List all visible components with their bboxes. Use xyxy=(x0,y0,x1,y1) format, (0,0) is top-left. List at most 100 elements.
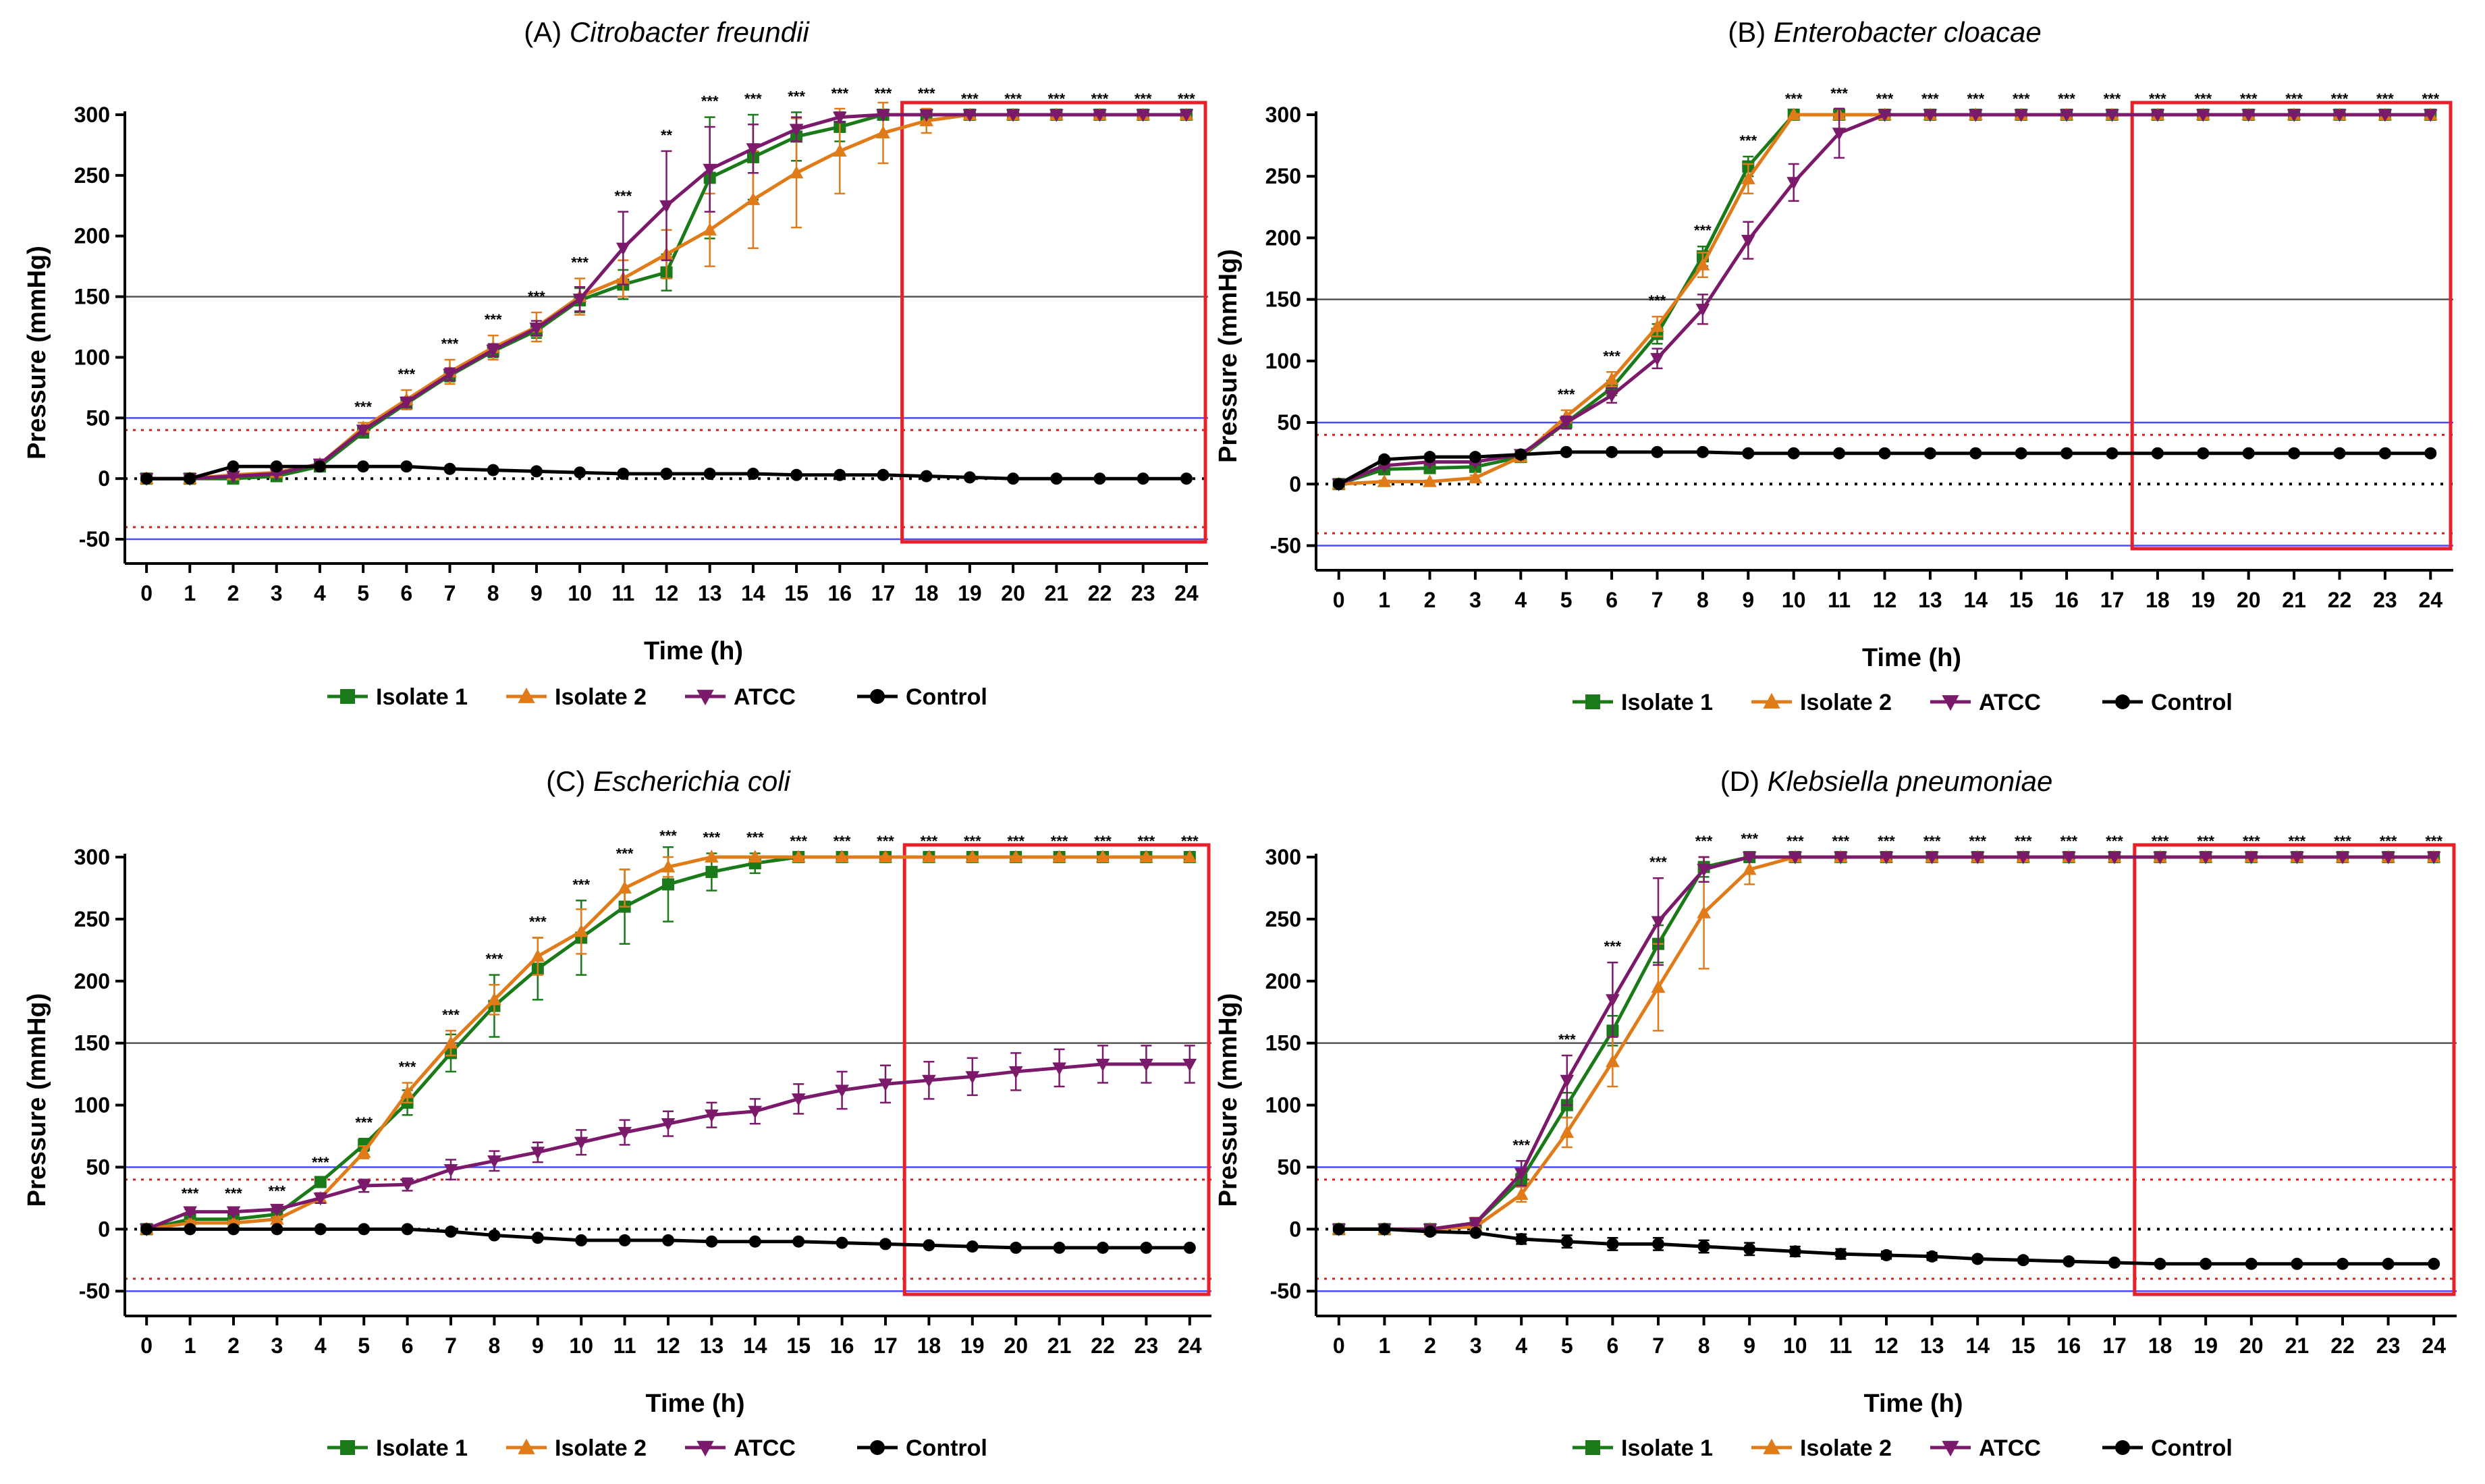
data-point xyxy=(1695,257,1710,271)
x-tick-label: 6 xyxy=(400,581,412,605)
x-tick-label: 3 xyxy=(1469,588,1481,612)
x-tick-label: 20 xyxy=(1001,581,1025,605)
data-point xyxy=(1606,994,1620,1008)
chart-title: (A) Citrobacter freundii xyxy=(524,16,810,48)
x-tick-label: 2 xyxy=(227,581,240,605)
x-tick-label: 23 xyxy=(2373,588,2397,612)
chart-title-prefix: (B) xyxy=(1728,16,1774,48)
data-point xyxy=(1097,1241,1109,1254)
x-tick-label: 10 xyxy=(1783,1334,1807,1358)
legend-item: Isolate 2 xyxy=(506,684,647,710)
data-point xyxy=(1560,445,1573,458)
data-point xyxy=(832,111,847,125)
data-point xyxy=(659,200,674,213)
data-point xyxy=(269,468,284,481)
legend-label: ATCC xyxy=(734,684,796,710)
data-point xyxy=(227,460,240,473)
x-tick-label: 8 xyxy=(1697,588,1709,612)
data-point xyxy=(358,1223,371,1236)
y-tick-label: 0 xyxy=(98,1217,110,1241)
data-point xyxy=(401,1223,414,1236)
x-tick-label: 20 xyxy=(2237,588,2261,612)
data-point xyxy=(2245,1257,2258,1270)
data-point xyxy=(2426,851,2441,864)
chart-title-species: Enterobacter cloacae xyxy=(1774,16,2042,48)
data-point xyxy=(1332,478,1345,491)
x-tick-label: 8 xyxy=(487,581,499,605)
series-atcc xyxy=(1332,851,2441,1237)
x-tick-label: 4 xyxy=(314,581,326,605)
data-point xyxy=(2154,1257,2166,1270)
data-point xyxy=(835,1084,849,1098)
legend-swatch-marker xyxy=(2115,694,2130,709)
significance-marker: *** xyxy=(354,399,372,416)
data-point xyxy=(1786,107,1801,121)
legend-item: ATCC xyxy=(685,684,796,710)
data-point xyxy=(878,1078,893,1092)
series-control xyxy=(1332,445,2437,491)
y-tick-label: 250 xyxy=(1265,164,1301,188)
data-point xyxy=(618,881,632,894)
data-point xyxy=(2290,851,2304,864)
significance-marker: *** xyxy=(225,1185,242,1202)
data-point xyxy=(963,471,976,484)
significance-marker: *** xyxy=(659,827,677,844)
data-point xyxy=(966,1240,979,1253)
data-point xyxy=(227,1223,240,1236)
x-tick-label: 23 xyxy=(1135,1334,1159,1358)
data-point xyxy=(184,1223,196,1236)
x-tick-label: 9 xyxy=(532,1334,544,1358)
significance-marker: *** xyxy=(2060,833,2078,850)
legend-swatch-marker xyxy=(2115,1440,2130,1455)
significance-marker: *** xyxy=(918,85,935,102)
chart-panel: (D) Klebsiella pneumoniae-50050100150200… xyxy=(1214,765,2457,1461)
significance-marker: *** xyxy=(1923,833,1941,850)
significance-marker: *** xyxy=(1558,386,1575,403)
data-point xyxy=(2242,447,2255,460)
legend: Isolate 1 Isolate 2 ATCC Control xyxy=(327,1435,987,1461)
y-tick-label: 300 xyxy=(1265,845,1301,869)
significance-marker: *** xyxy=(2106,833,2123,850)
significance-marker: *** xyxy=(2422,90,2439,107)
data-point xyxy=(400,1179,414,1192)
x-tick-label: 9 xyxy=(530,581,543,605)
x-tick-label: 3 xyxy=(271,1334,283,1358)
x-tick-label: 2 xyxy=(1424,1334,1436,1358)
data-point xyxy=(1180,472,1193,485)
y-tick-label: -50 xyxy=(1270,1279,1301,1303)
y-tick-label: 200 xyxy=(74,224,110,248)
data-point xyxy=(1923,447,1936,460)
data-point xyxy=(1651,980,1666,993)
x-tick-label: 3 xyxy=(1470,1334,1482,1358)
x-tick-label: 10 xyxy=(1782,588,1806,612)
data-point xyxy=(184,472,196,485)
y-tick-label: 300 xyxy=(1265,103,1301,127)
x-tick-label: 12 xyxy=(1874,1334,1899,1358)
data-point xyxy=(1879,851,1894,864)
data-point xyxy=(574,1136,589,1150)
data-point xyxy=(1182,1058,1197,1072)
y-tick-label: 100 xyxy=(74,345,110,369)
data-point xyxy=(835,850,849,863)
data-point xyxy=(1786,177,1801,190)
x-tick-label: 13 xyxy=(1920,1334,1944,1358)
data-point xyxy=(1468,470,1483,484)
x-tick-label: 18 xyxy=(2146,588,2170,612)
significance-marker: *** xyxy=(528,288,545,305)
data-point xyxy=(618,1234,631,1246)
data-point xyxy=(1880,1248,1892,1261)
highlight-box xyxy=(900,101,1207,544)
significance-marker: *** xyxy=(877,833,894,850)
chart-title: (B) Enterobacter cloacae xyxy=(1728,16,2042,48)
significance-marker: *** xyxy=(2194,90,2212,107)
chart-title: (C) Escherichia coli xyxy=(546,765,791,797)
legend-label: ATCC xyxy=(1979,1435,2041,1461)
significance-marker: *** xyxy=(1181,833,1199,850)
data-point xyxy=(1136,109,1151,122)
data-point xyxy=(1053,1241,1066,1254)
data-point xyxy=(1923,109,1938,122)
x-tick-label: 18 xyxy=(917,1334,941,1358)
x-tick-label: 7 xyxy=(1651,588,1664,612)
data-point xyxy=(748,1235,761,1248)
x-tick-label: 24 xyxy=(2419,588,2443,612)
